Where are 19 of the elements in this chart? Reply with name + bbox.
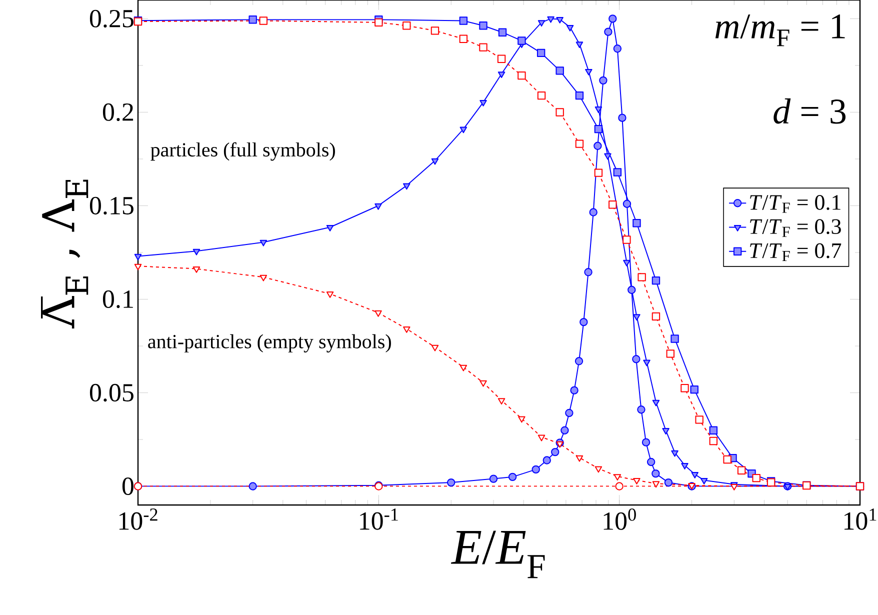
legend-label: T/T$_{F}$ = 0.3: [750, 219, 841, 237]
annotation: d = 3: [774, 98, 846, 124]
legend-label: T/T$_{F}$ = 0.1: [750, 195, 840, 213]
annotation: m/m$_{F}$ = 1: [715, 14, 845, 46]
annotation: particles (full symbols): [150, 142, 335, 161]
y-tick-label: 0.25: [90, 10, 134, 28]
y-tick-label: 0.15: [90, 196, 134, 215]
y-tick-label: 0.2: [102, 103, 134, 122]
y-tick-label: 0.05: [90, 384, 134, 402]
y-axis-title: Λ̅$_{E}$ , Λ$_{E}$: [40, 180, 88, 328]
annotation: anti-particles (empty symbols): [148, 334, 391, 352]
x-tick-label: 10$^{-1}$: [360, 508, 398, 530]
x-tick-label: 10$^{-2}$: [119, 508, 158, 530]
x-axis-title: E/E$_{F}$: [450, 530, 545, 578]
x-tick-label: 10$^{1}$: [844, 508, 876, 530]
x-tick-label: 10$^{0}$: [604, 508, 636, 530]
legend-label: T/T$_{F}$ = 0.7: [750, 243, 842, 262]
y-tick-label: 0: [122, 478, 134, 496]
y-tick-label: 0.1: [102, 290, 133, 308]
